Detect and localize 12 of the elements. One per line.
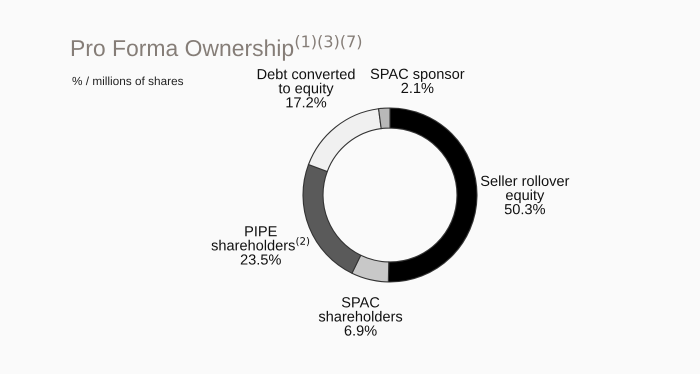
data-label: 6.9% <box>344 325 377 336</box>
slice-label: Seller rollover equity <box>480 175 570 204</box>
slice-label: Debt converted to equity <box>258 68 355 96</box>
slice-label: SPAC shareholders <box>318 297 402 322</box>
slice-label: PIPE shareholders$^{(2)}$ <box>211 226 310 250</box>
text: % / millions of shares <box>72 76 184 86</box>
slice-label: SPAC sponsor <box>370 68 464 82</box>
data-label: 50.3% <box>504 204 545 214</box>
data-label: 2.1% <box>401 82 434 94</box>
chart-title: Pro Forma Ownership$^{(1)(3)(7)}$ <box>72 35 362 61</box>
data-label: 17.2% <box>286 97 326 108</box>
data-label: 23.5% <box>240 254 281 265</box>
